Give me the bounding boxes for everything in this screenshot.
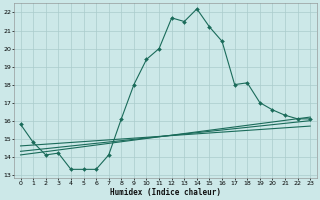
X-axis label: Humidex (Indice chaleur): Humidex (Indice chaleur) xyxy=(110,188,221,197)
